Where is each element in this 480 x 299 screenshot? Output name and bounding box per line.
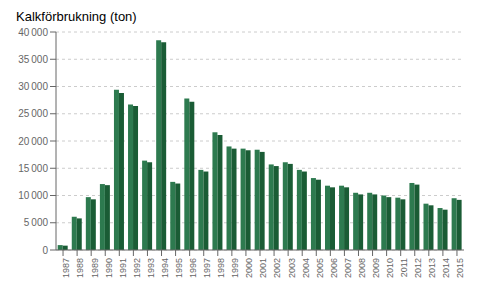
svg-text:1996: 1996: [188, 258, 198, 278]
svg-text:20 000: 20 000: [18, 136, 48, 147]
svg-text:1987: 1987: [61, 258, 71, 278]
svg-text:1995: 1995: [174, 258, 184, 278]
svg-text:1988: 1988: [75, 258, 85, 278]
html-text:Kalkförbrukning (ton): Kalkförbrukning (ton): [16, 9, 137, 24]
svg-text:1992: 1992: [132, 258, 142, 278]
svg-text:2010: 2010: [385, 258, 395, 278]
svg-text:30 000: 30 000: [18, 81, 48, 92]
svg-text:0: 0: [42, 245, 48, 256]
svg-text:2009: 2009: [371, 258, 381, 278]
svg-text:2002: 2002: [272, 258, 282, 278]
svg-text:2003: 2003: [287, 258, 297, 278]
svg-text:35 000: 35 000: [18, 54, 48, 65]
svg-text:1994: 1994: [160, 258, 170, 278]
svg-text:5 000: 5 000: [24, 217, 49, 228]
svg-text:10 000: 10 000: [18, 190, 48, 201]
svg-text:1991: 1991: [118, 258, 128, 278]
svg-text:2011: 2011: [399, 258, 409, 277]
svg-text:2004: 2004: [301, 258, 311, 278]
svg-text:15 000: 15 000: [18, 163, 48, 174]
svg-text:2008: 2008: [357, 258, 367, 278]
svg-text:2006: 2006: [329, 258, 339, 278]
svg-text:40 000: 40 000: [18, 27, 48, 38]
svg-text:1990: 1990: [104, 258, 114, 278]
svg-text:25 000: 25 000: [18, 108, 48, 119]
svg-text:1998: 1998: [216, 258, 226, 278]
svg-text:2015: 2015: [455, 258, 465, 278]
svg-text:2005: 2005: [315, 258, 325, 278]
svg-text:1999: 1999: [230, 258, 240, 278]
svg-text:2000: 2000: [244, 258, 254, 278]
svg-text:1989: 1989: [90, 258, 100, 278]
svg-text:2012: 2012: [413, 258, 423, 278]
svg-text:2007: 2007: [343, 258, 353, 278]
svg-text:2013: 2013: [427, 258, 437, 278]
svg-text:1993: 1993: [146, 258, 156, 278]
svg-text:1997: 1997: [202, 258, 212, 278]
svg-text:2001: 2001: [258, 258, 268, 278]
svg-text:2014: 2014: [441, 258, 451, 278]
